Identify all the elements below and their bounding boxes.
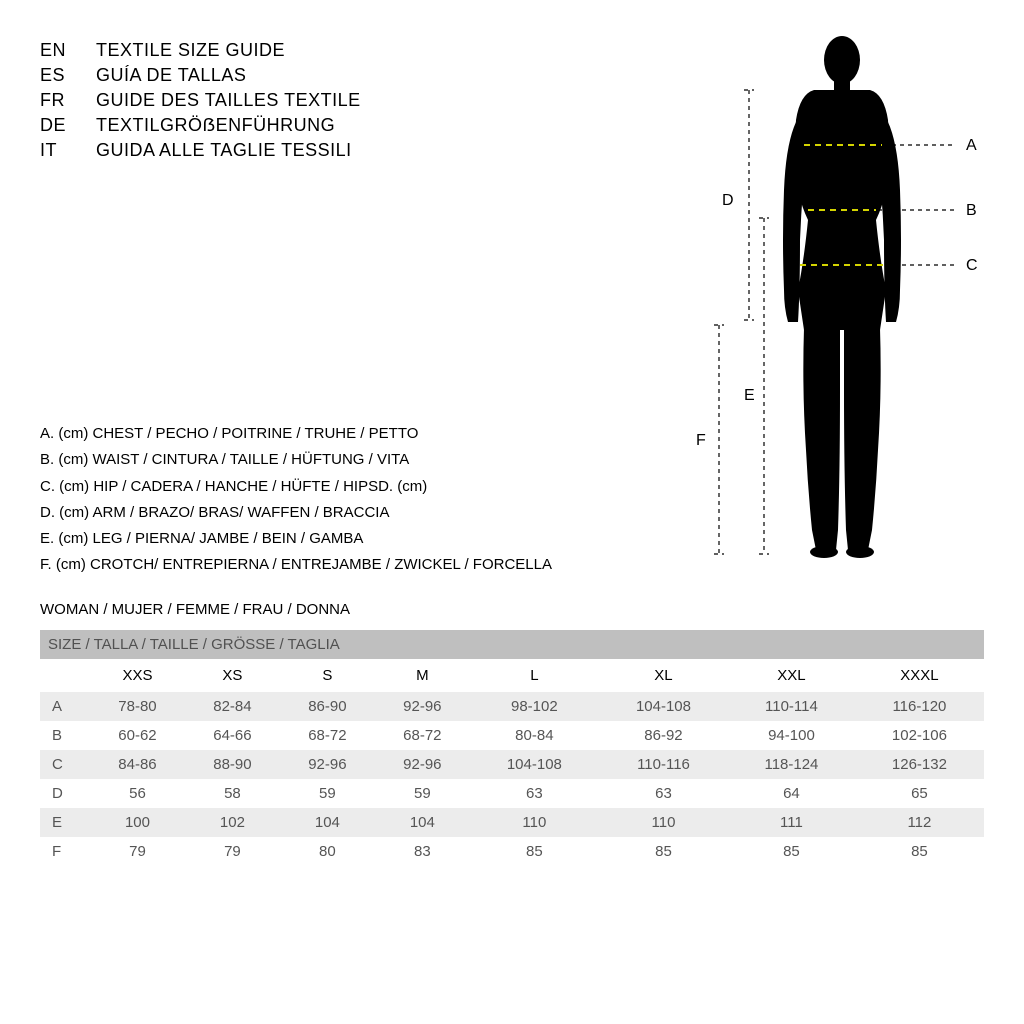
table-row: F7979808385858585 bbox=[40, 837, 984, 866]
label-d: D bbox=[722, 192, 734, 209]
size-table: XXS XS S M L XL XXL XXXL A78-8082-8486-9… bbox=[40, 659, 984, 866]
table-cell: C bbox=[40, 750, 90, 779]
table-cell: 60-62 bbox=[90, 721, 185, 750]
title-text: GUIDE DES TAILLES TEXTILE bbox=[96, 90, 361, 111]
silhouette-icon bbox=[783, 36, 901, 558]
table-cell: D bbox=[40, 779, 90, 808]
table-cell: 104 bbox=[280, 808, 375, 837]
table-head-row: XXS XS S M L XL XXL XXXL bbox=[40, 659, 984, 692]
col-head: XS bbox=[185, 659, 280, 692]
table-cell: 58 bbox=[185, 779, 280, 808]
bracket-f bbox=[714, 325, 724, 554]
col-head: M bbox=[375, 659, 470, 692]
table-cell: 98-102 bbox=[470, 692, 599, 721]
title-text: GUIDA ALLE TAGLIE TESSILI bbox=[96, 140, 352, 161]
title-text: TEXTILE SIZE GUIDE bbox=[96, 40, 285, 61]
lang-code: FR bbox=[40, 90, 68, 111]
table-cell: 110-116 bbox=[599, 750, 728, 779]
table-cell: 79 bbox=[185, 837, 280, 866]
table-body: A78-8082-8486-9092-9698-102104-108110-11… bbox=[40, 692, 984, 866]
table-cell: E bbox=[40, 808, 90, 837]
table-cell: 85 bbox=[470, 837, 599, 866]
table-cell: 126-132 bbox=[855, 750, 984, 779]
col-head: L bbox=[470, 659, 599, 692]
table-cell: 85 bbox=[728, 837, 855, 866]
table-cell: 68-72 bbox=[280, 721, 375, 750]
bracket-d bbox=[744, 90, 754, 320]
title-text: TEXTILGRÖẞENFÜHRUNG bbox=[96, 115, 335, 136]
lang-code: DE bbox=[40, 115, 68, 136]
table-row: E100102104104110110111112 bbox=[40, 808, 984, 837]
table-cell: 92-96 bbox=[375, 692, 470, 721]
table-cell: 84-86 bbox=[90, 750, 185, 779]
table-cell: B bbox=[40, 721, 90, 750]
table-cell: 59 bbox=[280, 779, 375, 808]
table-cell: 116-120 bbox=[855, 692, 984, 721]
table-cell: 92-96 bbox=[280, 750, 375, 779]
table-cell: 79 bbox=[90, 837, 185, 866]
table-cell: 63 bbox=[599, 779, 728, 808]
table-cell: 86-92 bbox=[599, 721, 728, 750]
table-cell: 104 bbox=[375, 808, 470, 837]
table-cell: 85 bbox=[599, 837, 728, 866]
lang-code: EN bbox=[40, 40, 68, 61]
label-a: A bbox=[966, 137, 977, 154]
table-cell: 110-114 bbox=[728, 692, 855, 721]
col-head: XXXL bbox=[855, 659, 984, 692]
table-cell: 110 bbox=[470, 808, 599, 837]
table-cell: 63 bbox=[470, 779, 599, 808]
table-cell: 85 bbox=[855, 837, 984, 866]
col-head: XXS bbox=[90, 659, 185, 692]
col-head: XXL bbox=[728, 659, 855, 692]
table-cell: 111 bbox=[728, 808, 855, 837]
table-cell: 86-90 bbox=[280, 692, 375, 721]
col-head bbox=[40, 659, 90, 692]
label-e: E bbox=[744, 387, 755, 404]
table-cell: 94-100 bbox=[728, 721, 855, 750]
table-cell: 82-84 bbox=[185, 692, 280, 721]
table-cell: 83 bbox=[375, 837, 470, 866]
size-table-wrap: SIZE / TALLA / TAILLE / GRÖSSE / TAGLIA … bbox=[40, 630, 984, 866]
body-diagram: A B C D E F bbox=[594, 30, 994, 570]
woman-label: WOMAN / MUJER / FEMME / FRAU / DONNA bbox=[40, 601, 984, 618]
table-cell: F bbox=[40, 837, 90, 866]
table-cell: 110 bbox=[599, 808, 728, 837]
table-cell: 104-108 bbox=[470, 750, 599, 779]
lang-code: ES bbox=[40, 65, 68, 86]
table-cell: A bbox=[40, 692, 90, 721]
table-cell: 59 bbox=[375, 779, 470, 808]
table-cell: 102 bbox=[185, 808, 280, 837]
table-cell: 64 bbox=[728, 779, 855, 808]
table-cell: 92-96 bbox=[375, 750, 470, 779]
table-row: A78-8082-8486-9092-9698-102104-108110-11… bbox=[40, 692, 984, 721]
table-row: C84-8688-9092-9692-96104-108110-116118-1… bbox=[40, 750, 984, 779]
title-text: GUÍA DE TALLAS bbox=[96, 65, 246, 86]
table-cell: 104-108 bbox=[599, 692, 728, 721]
table-cell: 88-90 bbox=[185, 750, 280, 779]
table-cell: 56 bbox=[90, 779, 185, 808]
col-head: XL bbox=[599, 659, 728, 692]
table-cell: 65 bbox=[855, 779, 984, 808]
table-cell: 80 bbox=[280, 837, 375, 866]
table-cell: 68-72 bbox=[375, 721, 470, 750]
table-cell: 118-124 bbox=[728, 750, 855, 779]
label-f: F bbox=[696, 432, 706, 449]
table-cell: 78-80 bbox=[90, 692, 185, 721]
table-cell: 80-84 bbox=[470, 721, 599, 750]
lang-code: IT bbox=[40, 140, 68, 161]
label-c: C bbox=[966, 257, 978, 274]
label-b: B bbox=[966, 202, 977, 219]
table-row: D5658595963636465 bbox=[40, 779, 984, 808]
table-cell: 100 bbox=[90, 808, 185, 837]
table-header-label: SIZE / TALLA / TAILLE / GRÖSSE / TAGLIA bbox=[40, 630, 984, 659]
table-cell: 112 bbox=[855, 808, 984, 837]
table-cell: 64-66 bbox=[185, 721, 280, 750]
col-head: S bbox=[280, 659, 375, 692]
bracket-e bbox=[759, 218, 769, 554]
table-cell: 102-106 bbox=[855, 721, 984, 750]
table-row: B60-6264-6668-7268-7280-8486-9294-100102… bbox=[40, 721, 984, 750]
